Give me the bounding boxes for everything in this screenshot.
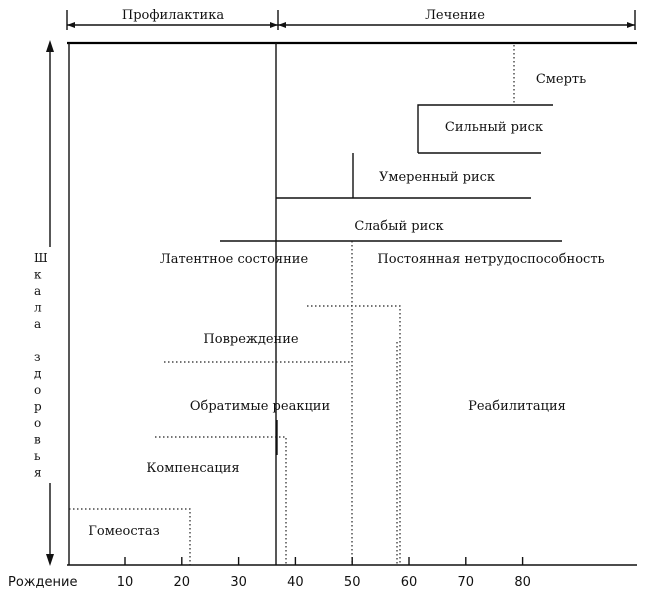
- zone-latent-state: Латентное состояние: [160, 252, 309, 267]
- health-scale-letter: р: [34, 400, 42, 414]
- zone-low-risk: Слабый риск: [354, 219, 443, 234]
- x-tick-label: 80: [514, 575, 531, 590]
- health-scale-letter: ь: [34, 449, 41, 463]
- homeostasis-box: [69, 508, 191, 565]
- health-scale-letter: о: [34, 416, 41, 430]
- header-treatment: Лечение: [425, 8, 485, 23]
- x-tick-label: 70: [458, 575, 475, 590]
- arrow-right-head: [627, 22, 635, 28]
- health-scale-letter: з: [34, 350, 41, 364]
- x-axis-ticks: 10 20 30 40 50 60 70 80: [117, 557, 531, 590]
- rehabilitation-outer-boundary: [307, 305, 401, 565]
- x-tick-label: 20: [174, 575, 191, 590]
- arrow-mid-left-head: [270, 22, 278, 28]
- x-axis-start-label: Рождение: [8, 575, 77, 590]
- health-scale-letter: а: [34, 317, 41, 331]
- health-scale-letter: а: [34, 284, 41, 298]
- header-bar: Профилактика Лечение: [66, 6, 636, 30]
- zone-permanent-disability: Постоянная нетрудоспособность: [377, 252, 604, 267]
- x-tick-label: 60: [401, 575, 418, 590]
- arrow-mid-right-head: [278, 22, 286, 28]
- zone-damage: Повреждение: [203, 332, 298, 347]
- health-scale-letter: я: [34, 466, 42, 480]
- x-tick-label: 50: [344, 575, 361, 590]
- zone-homeostasis: Гомеостаз: [88, 524, 159, 539]
- health-scale-letter: д: [34, 367, 41, 381]
- x-tick-label: 30: [230, 575, 247, 590]
- health-scale-letter: Ш: [34, 251, 48, 265]
- health-scale-letter: к: [34, 268, 42, 282]
- x-tick-label: 10: [117, 575, 134, 590]
- zone-rehabilitation: Реабилитация: [468, 399, 566, 414]
- health-scale-letter: л: [34, 301, 42, 315]
- arrow-left-head: [67, 22, 75, 28]
- zone-death: Смерть: [536, 72, 586, 87]
- health-scale-letter: в: [34, 433, 41, 447]
- zone-compensation: Компенсация: [146, 461, 239, 476]
- health-scale-arrow: [38, 40, 62, 566]
- zone-high-risk: Сильный риск: [445, 120, 543, 135]
- zone-reversible-reactions: Обратимые реакции: [190, 399, 330, 414]
- zone-moderate-risk: Умеренный риск: [379, 170, 495, 185]
- reversible-base: [155, 436, 287, 565]
- health-scale-letter: о: [34, 383, 41, 397]
- x-tick-label: 40: [287, 575, 304, 590]
- header-prevention: Профилактика: [122, 8, 224, 23]
- high-risk-boundary: [417, 104, 553, 153]
